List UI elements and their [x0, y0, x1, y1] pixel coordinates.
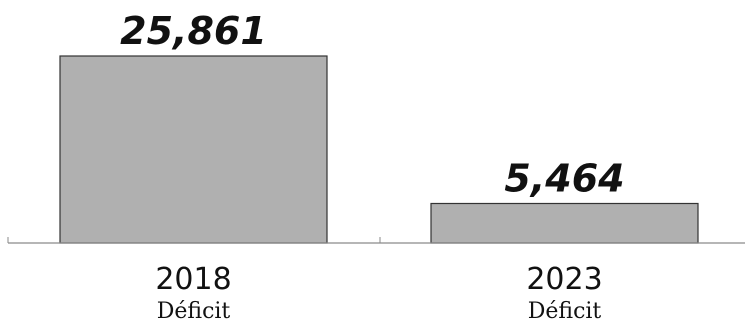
x-tick-label-2023: 2023 [526, 262, 602, 297]
x-tick-label-2018: 2018 [155, 262, 231, 297]
bar-2023 [430, 202, 699, 244]
x-sublabel-2023: Déficit [528, 299, 602, 324]
bar-2018 [59, 55, 328, 244]
data-label-2018: 25,861 [120, 9, 267, 53]
x-sublabel-2018: Déficit [157, 299, 231, 324]
data-label-2023: 5,464 [504, 156, 624, 200]
bars-group [59, 55, 699, 244]
